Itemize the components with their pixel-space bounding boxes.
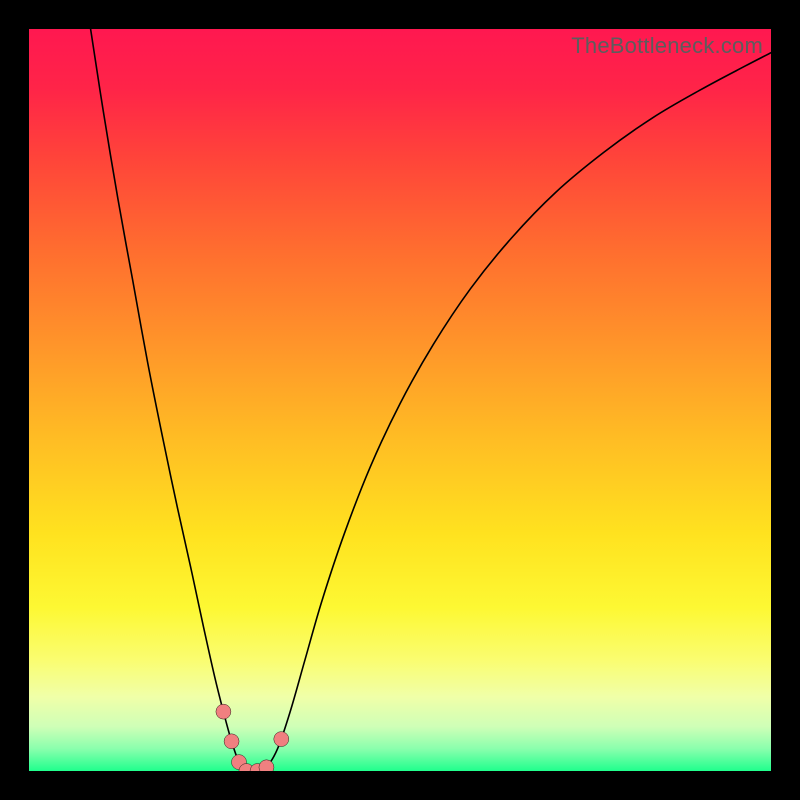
marker-dot [224,734,239,749]
chart-frame: TheBottleneck.com [29,29,771,771]
marker-dot [216,704,231,719]
marker-dot [259,760,274,771]
marker-dot [274,732,289,747]
marker-dots-group [29,29,771,771]
watermark-text: TheBottleneck.com [571,33,763,59]
